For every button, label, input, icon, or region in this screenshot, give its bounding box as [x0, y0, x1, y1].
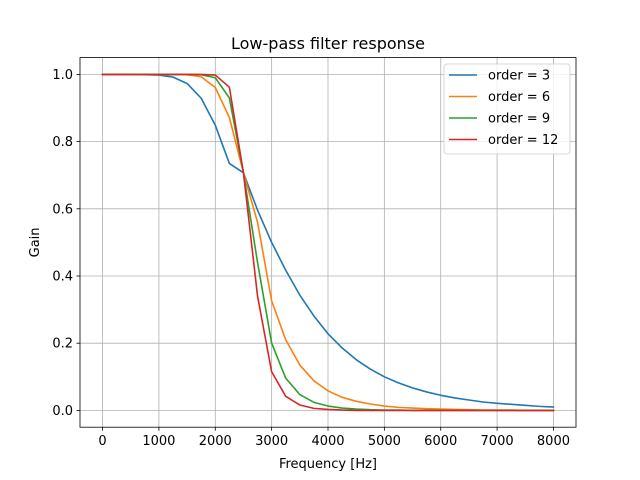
y-tick-label: 0.8	[52, 135, 73, 150]
x-axis-ticks: 0 1000 2000 3000 4000 5000 6000 7000 8000	[98, 427, 570, 449]
x-tick-label: 1000	[142, 434, 175, 449]
x-tick-label: 2000	[199, 434, 232, 449]
y-tick-label: 0.6	[52, 202, 73, 217]
x-axis-label: Frequency [Hz]	[279, 457, 377, 472]
legend-label: order = 6	[488, 90, 550, 105]
legend-label: order = 12	[488, 133, 558, 148]
series-line	[101, 73, 555, 412]
series-lines	[101, 73, 555, 412]
x-tick-label: 6000	[424, 434, 457, 449]
chart-title: Low-pass filter response	[231, 34, 425, 53]
legend-label: order = 3	[488, 69, 550, 84]
y-tick-label: 0.0	[52, 404, 73, 419]
x-tick-label: 0	[98, 434, 106, 449]
y-tick-label: 0.4	[52, 270, 73, 285]
y-tick-label: 0.2	[52, 337, 73, 352]
legend-label: order = 9	[488, 112, 550, 127]
series-line	[101, 73, 555, 408]
y-tick-label: 1.0	[52, 68, 73, 83]
legend: order = 3 order = 6 order = 9 order = 12	[443, 63, 571, 155]
x-tick-label: 8000	[537, 434, 570, 449]
y-axis-label: Gain	[28, 227, 43, 257]
x-tick-label: 7000	[481, 434, 514, 449]
x-tick-label: 3000	[255, 434, 288, 449]
y-axis-ticks: 0.0 0.2 0.4 0.6 0.8 1.0	[52, 68, 80, 419]
x-tick-label: 5000	[368, 434, 401, 449]
x-tick-label: 4000	[311, 434, 344, 449]
legend-box	[443, 63, 571, 155]
